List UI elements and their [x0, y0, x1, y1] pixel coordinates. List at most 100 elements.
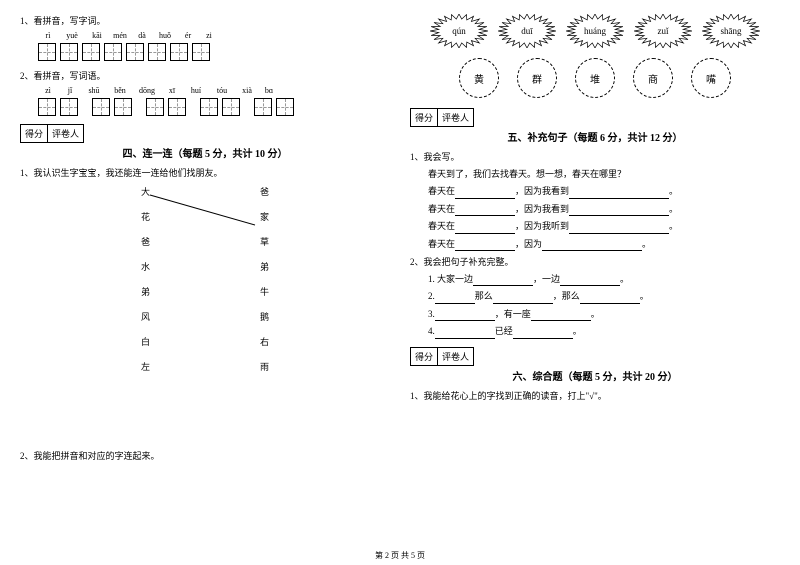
dash-circle: 堆: [575, 58, 615, 98]
s5-q1-label: 1、我会写。: [410, 150, 780, 163]
tian-box: [126, 43, 144, 61]
pinyin-label: kāi: [86, 31, 108, 40]
page-footer: 第 2 页 共 5 页: [0, 550, 800, 561]
tian-box: [148, 43, 166, 61]
pinyin-label: zì: [38, 86, 58, 95]
dash-circle: 黄: [459, 58, 499, 98]
match-char-left: 水: [141, 260, 150, 273]
match-char-left: 花: [141, 210, 150, 223]
match-char-right: 牛: [260, 285, 269, 298]
pinyin-label: shū: [82, 86, 106, 95]
dash-circle: 群: [517, 58, 557, 98]
zigzag-shape: shāng: [701, 14, 761, 48]
s5-line3: 春天在，因为我听到。: [428, 219, 780, 233]
pinyin-label: xī: [162, 86, 182, 95]
dash-circle: 嘴: [691, 58, 731, 98]
match-char-right: 家: [260, 210, 269, 223]
pinyin-label: ér: [178, 31, 198, 40]
tian-box: [92, 98, 110, 116]
match-char-left: 爸: [141, 235, 150, 248]
s4-q1-label: 1、我认识生字宝宝，我还能连一连给他们找朋友。: [20, 166, 390, 179]
match-char-left: 左: [141, 360, 150, 373]
circle-row: 黄群堆商嘴: [410, 58, 780, 98]
s5-q2-label: 2、我会把句子补充完整。: [410, 255, 780, 268]
s5-l21: 1. 大家一边，一边。: [428, 272, 780, 286]
tian-box: [146, 98, 164, 116]
score-label: 得分: [410, 347, 438, 366]
q1-label: 1、看拼音，写字词。: [20, 14, 390, 27]
zigzag-row: qúnduīhuángzuǐshāng: [410, 14, 780, 48]
pinyin-label: huǒ: [154, 31, 176, 40]
tian-box: [114, 98, 132, 116]
tian-box: [222, 98, 240, 116]
match-char-right: 鹅: [260, 310, 269, 323]
match-left: 大花爸水弟风白左: [141, 185, 150, 373]
pinyin-label: dà: [132, 31, 152, 40]
tian-box: [192, 43, 210, 61]
match-char-right: 雨: [260, 360, 269, 373]
s5-l22: 2.那么，那么。: [428, 289, 780, 303]
match-char-right: 爸: [260, 185, 269, 198]
tian-box: [82, 43, 100, 61]
section5-title: 五、补充句子（每题 6 分，共计 12 分）: [410, 129, 780, 144]
grader-label: 评卷人: [47, 124, 84, 143]
match-char-left: 大: [141, 185, 150, 198]
match-char-left: 白: [141, 335, 150, 348]
match-char-right: 草: [260, 235, 269, 248]
score-box-right1: 得分 评卷人: [410, 108, 780, 127]
tian-box: [60, 43, 78, 61]
tian-box: [168, 98, 186, 116]
tian-box: [254, 98, 272, 116]
score-label: 得分: [20, 124, 48, 143]
s5-l23: 3.，有一座。: [428, 307, 780, 321]
q2-boxes: [20, 98, 390, 116]
match-char-left: 弟: [141, 285, 150, 298]
zigzag-shape: duī: [497, 14, 557, 48]
tian-box: [38, 98, 56, 116]
pinyin-label: tóu: [210, 86, 234, 95]
tian-box: [170, 43, 188, 61]
match-right: 爸家草弟牛鹅右雨: [260, 185, 269, 373]
score-box-right2: 得分 评卷人: [410, 347, 780, 366]
pinyin-label: bɑ: [260, 86, 278, 95]
pinyin-label: běn: [108, 86, 132, 95]
zigzag-shape: qún: [429, 14, 489, 48]
pinyin-label: zi: [200, 31, 218, 40]
pinyin-label: dōng: [134, 86, 160, 95]
pinyin-label: huí: [184, 86, 208, 95]
pinyin-label: jǐ: [60, 86, 80, 95]
q1-boxes: [20, 43, 390, 61]
q2-label: 2、看拼音，写词语。: [20, 69, 390, 82]
s5-l24: 4.已经。: [428, 324, 780, 338]
pinyin-label: mén: [110, 31, 130, 40]
s5-line2: 春天在，因为我看到。: [428, 202, 780, 216]
pinyin-label: rì: [38, 31, 58, 40]
s6-q1-label: 1、我能给花心上的字找到正确的读音，打上"√"。: [410, 389, 780, 402]
pinyin-label: xià: [236, 86, 258, 95]
s5-line0: 春天到了，我们去找春天。想一想，春天在哪里？: [428, 167, 780, 181]
zigzag-shape: zuǐ: [633, 14, 693, 48]
dash-circle: 商: [633, 58, 673, 98]
grader-label: 评卷人: [437, 108, 474, 127]
q1-pinyin: rìyuèkāiméndàhuǒérzi: [20, 31, 390, 40]
right-column: qúnduīhuángzuǐshāng 黄群堆商嘴 得分 评卷人 五、补充句子（…: [410, 10, 780, 530]
tian-box: [104, 43, 122, 61]
tian-box: [38, 43, 56, 61]
match-char-right: 弟: [260, 260, 269, 273]
s5-line4: 春天在，因为。: [428, 237, 780, 251]
zigzag-shape: huáng: [565, 14, 625, 48]
match-char-left: 风: [141, 310, 150, 323]
q2-pinyin: zìjǐshūběndōngxīhuítóuxiàbɑ: [20, 86, 390, 95]
match-area: 大花爸水弟风白左 爸家草弟牛鹅右雨: [20, 185, 390, 445]
left-column: 1、看拼音，写字词。 rìyuèkāiméndàhuǒérzi 2、看拼音，写词…: [20, 10, 390, 530]
s4-q2-label: 2、我能把拼音和对应的字连起来。: [20, 449, 390, 462]
section4-title: 四、连一连（每题 5 分，共计 10 分）: [20, 145, 390, 160]
section6-title: 六、综合题（每题 5 分，共计 20 分）: [410, 368, 780, 383]
tian-box: [60, 98, 78, 116]
s5-line1: 春天在，因为我看到。: [428, 184, 780, 198]
tian-box: [200, 98, 218, 116]
match-char-right: 右: [260, 335, 269, 348]
score-label: 得分: [410, 108, 438, 127]
pinyin-label: yuè: [60, 31, 84, 40]
score-box-left: 得分 评卷人: [20, 124, 390, 143]
